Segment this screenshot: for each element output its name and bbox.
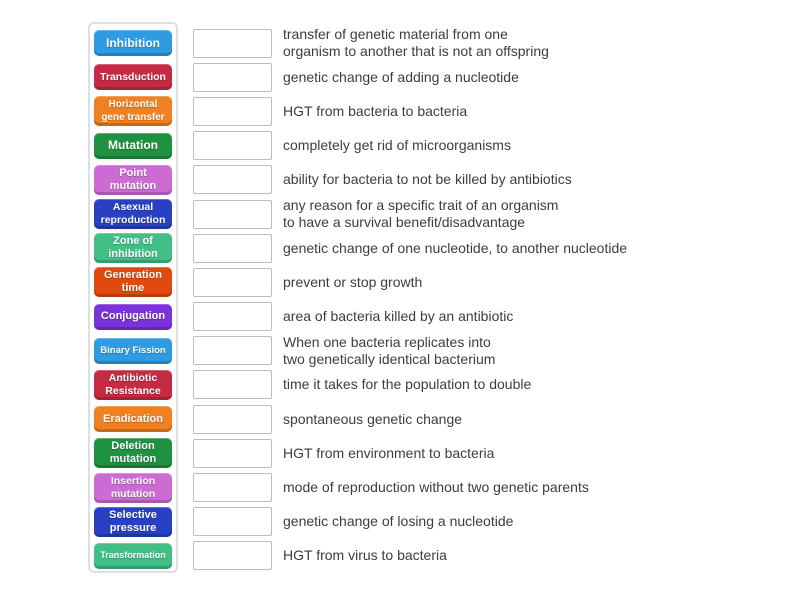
answer-slot[interactable] (193, 404, 272, 434)
term-tile-binary-fission[interactable]: Binary Fission (94, 337, 172, 364)
term-tile-generation-time[interactable]: Generation time (94, 267, 172, 298)
answer-slot[interactable] (193, 233, 272, 263)
answer-slot[interactable] (193, 165, 272, 195)
answer-slot[interactable] (193, 438, 272, 468)
definition-text: spontaneous genetic change (283, 410, 463, 427)
answer-slot[interactable] (193, 541, 272, 571)
match-row: Binary Fission When one bacteria replica… (88, 334, 792, 368)
match-row: Deletion mutation HGT from environment t… (88, 436, 792, 470)
definition-text: genetic change of one nucleotide, to ano… (283, 239, 628, 256)
answer-slot[interactable] (193, 370, 272, 400)
match-row: Eradication spontaneous genetic change (88, 402, 792, 436)
definition-text: completely get rid of microorganisms (283, 137, 511, 154)
match-row: Mutation completely get rid of microorga… (88, 129, 792, 163)
definition-text: prevent or stop growth (283, 273, 423, 290)
term-tile-transduction[interactable]: Transduction (94, 64, 172, 91)
definition-text: area of bacteria killed by an antibiotic (283, 308, 514, 325)
match-rows: Inhibition transfer of genetic material … (88, 26, 792, 573)
definition-text: genetic change of losing a nucleotide (283, 513, 514, 530)
answer-slot[interactable] (193, 62, 272, 92)
definition-text: ability for bacteria to not be killed by… (283, 171, 572, 188)
term-tile-eradication[interactable]: Eradication (94, 406, 172, 433)
answer-slot[interactable] (193, 267, 272, 297)
match-row: Inhibition transfer of genetic material … (88, 26, 792, 60)
match-row: Generation time prevent or stop growth (88, 265, 792, 299)
answer-slot[interactable] (193, 131, 272, 161)
answer-slot[interactable] (193, 199, 272, 229)
definition-text: HGT from virus to bacteria (283, 547, 447, 564)
term-tile-antibiotic-resistance[interactable]: Antibiotic Resistance (94, 369, 172, 400)
match-row: Insertion mutation mode of reproduction … (88, 470, 792, 504)
term-tile-selective-pressure[interactable]: Selective pressure (94, 506, 172, 537)
definition-text: HGT from bacteria to bacteria (283, 102, 468, 119)
match-row: Point mutation ability for bacteria to n… (88, 163, 792, 197)
answer-slot[interactable] (193, 302, 272, 332)
definition-text: HGT from environment to bacteria (283, 444, 495, 461)
match-row: Antibiotic Resistance time it takes for … (88, 368, 792, 402)
definition-text: genetic change of adding a nucleotide (283, 68, 519, 85)
term-tile-mutation[interactable]: Mutation (94, 132, 172, 159)
match-row: Conjugation area of bacteria killed by a… (88, 300, 792, 334)
match-row: Asexual reproduction any reason for a sp… (88, 197, 792, 231)
term-tile-deletion-mutation[interactable]: Deletion mutation (94, 438, 172, 469)
answer-slot[interactable] (193, 336, 272, 366)
definition-text: When one bacteria replicates into two ge… (283, 333, 496, 367)
answer-slot[interactable] (193, 507, 272, 537)
definition-text: any reason for a specific trait of an or… (283, 197, 559, 231)
definition-text: time it takes for the population to doub… (283, 376, 532, 393)
match-row: Transduction genetic change of adding a … (88, 60, 792, 94)
match-row: Selective pressure genetic change of los… (88, 505, 792, 539)
definition-text: mode of reproduction without two genetic… (283, 479, 589, 496)
match-row: Horizontal gene transfer HGT from bacter… (88, 94, 792, 128)
term-tile-zone-of-inhibition[interactable]: Zone of inhibition (94, 233, 172, 264)
term-tile-inhibition[interactable]: Inhibition (94, 30, 172, 57)
match-row: Transformation HGT from virus to bacteri… (88, 539, 792, 573)
term-tile-horizontal-gene-transfer[interactable]: Horizontal gene transfer (94, 96, 172, 127)
term-tile-point-mutation[interactable]: Point mutation (94, 164, 172, 195)
match-row: Zone of inhibition genetic change of one… (88, 231, 792, 265)
definition-text: transfer of genetic material from one or… (283, 26, 549, 60)
answer-slot[interactable] (193, 96, 272, 126)
term-tile-asexual-reproduction[interactable]: Asexual reproduction (94, 199, 172, 230)
term-tile-conjugation[interactable]: Conjugation (94, 303, 172, 330)
answer-slot[interactable] (193, 473, 272, 503)
term-tile-transformation[interactable]: Transformation (94, 542, 172, 569)
term-tile-insertion-mutation[interactable]: Insertion mutation (94, 472, 172, 503)
answer-slot[interactable] (193, 28, 272, 58)
